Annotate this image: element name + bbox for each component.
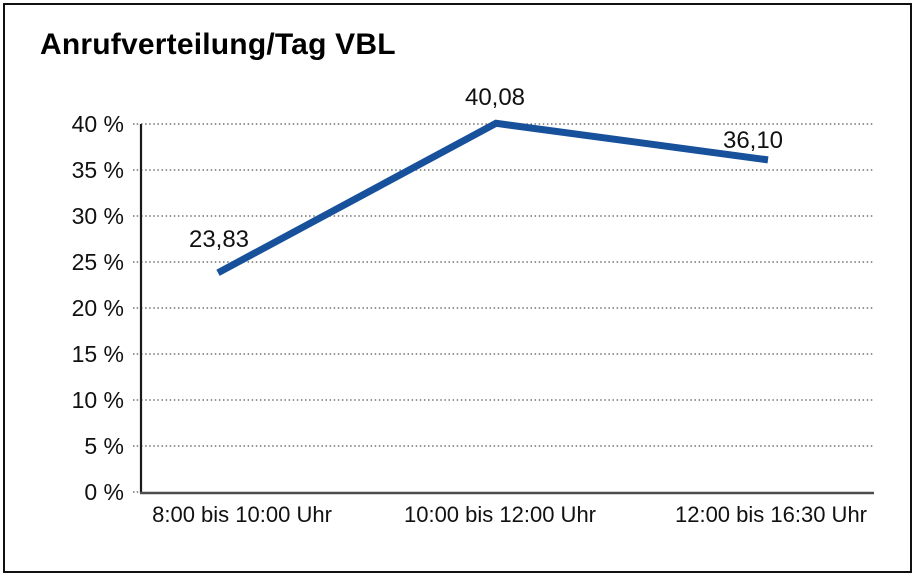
x-axis-label: 10:00 bis 12:00 Uhr (403, 502, 597, 527)
chart-title: Anrufverteilung/Tag VBL (40, 28, 396, 61)
x-axis-label: 12:00 bis 16:30 Uhr (674, 502, 868, 527)
y-tick-label: 25 % (71, 249, 124, 275)
y-tick-label: 20 % (71, 295, 124, 321)
y-tick-label: 15 % (71, 341, 124, 367)
data-point-label: 36,10 (722, 127, 784, 154)
y-tick-label: 10 % (71, 387, 124, 413)
x-axis-label: 8:00 bis 10:00 Uhr (152, 502, 332, 527)
y-tick-label: 5 % (84, 433, 124, 459)
data-point-label: 40,08 (464, 84, 526, 111)
y-tick-label: 0 % (84, 479, 124, 505)
data-point-label: 23,83 (188, 226, 250, 253)
series-line (216, 119, 769, 276)
chart-frame (3, 3, 912, 573)
y-tick-label: 40 % (71, 111, 124, 137)
y-tick-label: 30 % (71, 203, 124, 229)
y-tick-label: 35 % (71, 157, 124, 183)
